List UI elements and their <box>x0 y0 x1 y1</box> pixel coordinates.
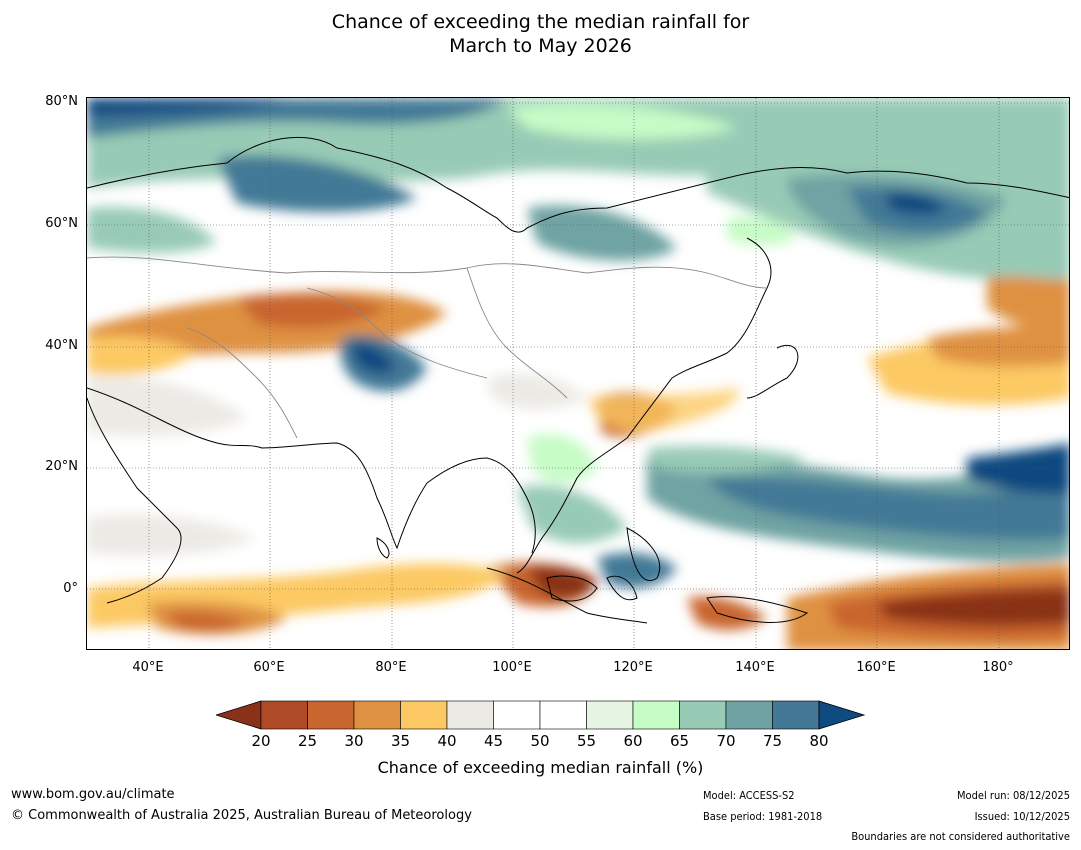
colorbar-segment-35-40 <box>400 700 448 730</box>
boundaries-disclaimer: Boundaries are not considered authoritat… <box>851 830 1070 843</box>
colorbar-tick-55: 55 <box>576 732 597 750</box>
rainfall-map[interactable] <box>86 97 1070 650</box>
lon-label-180: 180° <box>982 660 1014 675</box>
map-graphic <box>87 98 1069 649</box>
model-run-text: Model run: 08/12/2025 <box>957 789 1070 802</box>
lat-label-20n: 20°N <box>45 459 78 474</box>
lon-label-80e: 80°E <box>375 660 407 675</box>
colorbar-segment-45-50 <box>493 700 541 730</box>
colorbar-tick-75: 75 <box>762 732 783 750</box>
colorbar-segment-65-70 <box>679 700 727 730</box>
colorbar-tick-70: 70 <box>716 732 736 750</box>
colorbar-segment-55-60 <box>586 700 634 730</box>
colorbar-segment-70-75 <box>725 700 773 730</box>
colorbar-segment-50-55 <box>539 700 587 730</box>
probability-field <box>87 98 1069 649</box>
colorbar <box>216 700 866 730</box>
gridlines <box>87 98 1069 649</box>
lon-label-120e: 120°E <box>613 660 653 675</box>
copyright-text: © Commonwealth of Australia 2025, Austra… <box>11 808 472 823</box>
lon-label-100e: 100°E <box>492 660 532 675</box>
colorbar-tick-25: 25 <box>297 732 318 750</box>
base-period-text: Base period: 1981-2018 <box>703 810 823 823</box>
chart-title: Chance of exceeding the median rainfall … <box>0 10 1081 58</box>
lon-label-140e: 140°E <box>735 660 775 675</box>
colorbar-tick-80: 80 <box>809 732 829 750</box>
coastlines <box>87 136 1069 624</box>
colorbar-segment-25-30 <box>307 700 355 730</box>
colorbar-tick-40: 40 <box>437 732 457 750</box>
colorbar-title: Chance of exceeding median rainfall (%) <box>377 758 704 777</box>
issued-text: Issued: 10/12/2025 <box>974 810 1070 823</box>
title-line-1: Chance of exceeding the median rainfall … <box>331 11 750 33</box>
lat-label-40n: 40°N <box>45 338 78 353</box>
colorbar-arrow-low <box>216 700 262 730</box>
lat-label-80n: 80°N <box>45 94 78 109</box>
lat-label-60n: 60°N <box>45 216 78 231</box>
lat-label-0: 0° <box>63 581 78 596</box>
colorbar-tick-30: 30 <box>344 732 364 750</box>
country-borders <box>87 256 768 439</box>
colorbar-segment-60-65 <box>632 700 680 730</box>
colorbar-tick-35: 35 <box>390 732 411 750</box>
model-text: Model: ACCESS-S2 <box>703 789 795 802</box>
colorbar-tick-20: 20 <box>251 732 271 750</box>
colorbar-segment-20-25 <box>260 700 308 730</box>
lon-label-160e: 160°E <box>856 660 896 675</box>
colorbar-segment-40-45 <box>446 700 494 730</box>
colorbar-tick-65: 65 <box>669 732 690 750</box>
title-line-2: March to May 2026 <box>449 35 632 57</box>
website-link[interactable]: www.bom.gov.au/climate <box>11 787 175 802</box>
lon-label-40e: 40°E <box>132 660 164 675</box>
colorbar-tick-60: 60 <box>623 732 643 750</box>
lon-label-60e: 60°E <box>253 660 285 675</box>
colorbar-segment-30-35 <box>353 700 401 730</box>
colorbar-arrow-high <box>818 700 866 730</box>
colorbar-tick-45: 45 <box>483 732 504 750</box>
colorbar-tick-50: 50 <box>530 732 550 750</box>
colorbar-segment-75-80 <box>772 700 820 730</box>
